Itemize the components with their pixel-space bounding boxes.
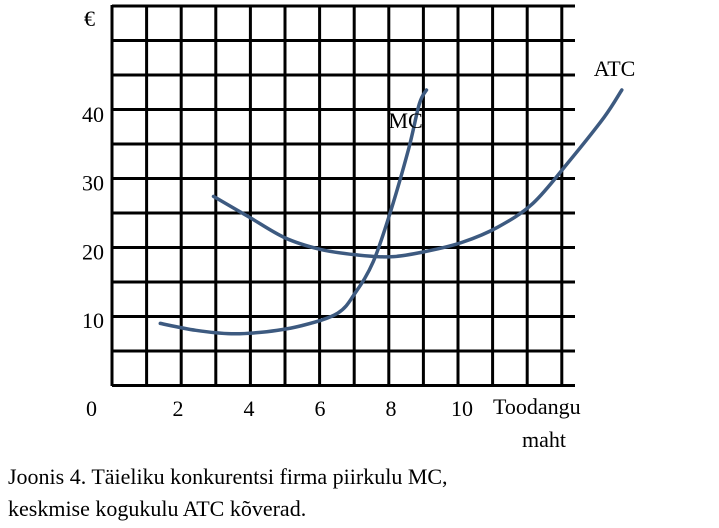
figure-caption: Joonis 4. Täieliku konkurentsi firma pii… [8, 461, 708, 525]
series-line-mc [158, 88, 429, 336]
y-tick-label: 20 [82, 239, 104, 264]
caption-line-1: Joonis 4. Täieliku konkurentsi firma pii… [8, 464, 448, 489]
curves [158, 88, 624, 336]
series-line-atc [211, 88, 624, 259]
x-tick-label: 10 [451, 396, 473, 421]
series-label-atc: ATC [594, 56, 636, 81]
x-axis-label-line2: maht [522, 427, 566, 452]
y-tick-label: 40 [82, 102, 104, 127]
y-tick-label: 30 [82, 171, 104, 196]
x-tick-label: 6 [315, 396, 326, 421]
x-tick-label: 2 [173, 396, 184, 421]
caption-line-2: keskmise kogukulu ATC kõverad. [8, 496, 307, 521]
x-tick-label: 8 [386, 396, 397, 421]
origin-label: 0 [86, 396, 97, 421]
y-tick-label: 10 [82, 308, 104, 333]
labels: € 0 Toodangu maht 2 4 6 8 10 10 20 30 40 MC ATC [82, 6, 635, 452]
grid [110, 4, 575, 387]
x-tick-label: 4 [244, 396, 255, 421]
y-axis-label: € [84, 6, 95, 31]
x-axis-label-line1: Toodangu [493, 394, 581, 419]
series-label-mc: MC [389, 108, 423, 133]
